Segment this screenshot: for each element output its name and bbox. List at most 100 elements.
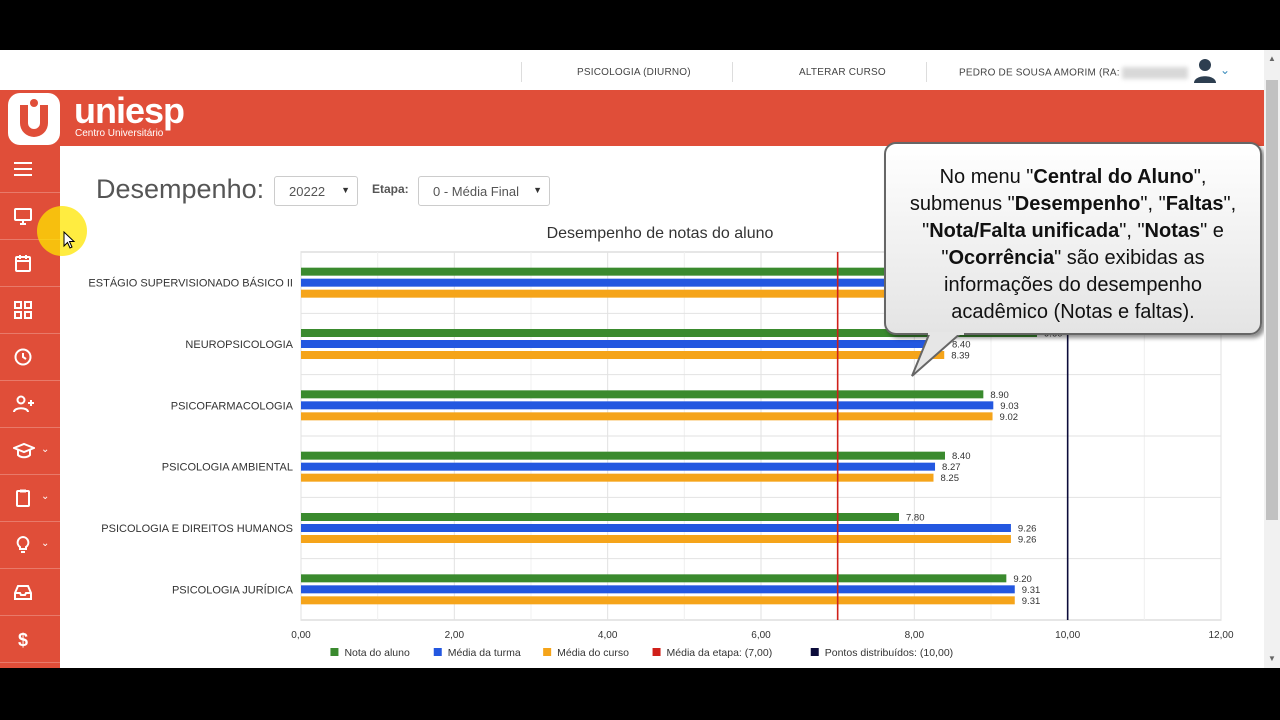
bar-m-dia-do-curso <box>301 351 945 359</box>
stage-select-value: 0 - Média Final <box>433 184 519 199</box>
sidebar-item-calendar[interactable] <box>0 240 60 287</box>
data-label: 8.90 <box>990 390 1009 401</box>
data-label: 8.40 <box>952 340 971 351</box>
page-scrollbar[interactable]: ▲ ▼ <box>1264 50 1280 668</box>
cursor-highlight <box>37 206 87 256</box>
sidebar-item-history[interactable] <box>0 334 60 381</box>
sidebar-item-apps[interactable] <box>0 287 60 334</box>
callout-text: No menu " <box>939 166 1034 188</box>
legend-swatch <box>433 648 442 656</box>
category-label: PSICOLOGIA AMBIENTAL <box>162 462 293 474</box>
bar-nota-do-aluno <box>301 451 945 460</box>
bar-nota-do-aluno <box>301 267 1068 276</box>
user-plus-icon <box>13 395 34 413</box>
data-label: 8.39 <box>951 351 970 362</box>
category-label: PSICOFARMACOLOGIA <box>171 400 294 412</box>
top-bar: PSICOLOGIA (DIURNO) ALTERAR CURSO PEDRO … <box>0 50 1280 91</box>
stage-select[interactable]: 0 - Média Final ▼ <box>418 176 550 206</box>
bar-m-dia-do-curso <box>301 535 1011 543</box>
bar-m-dia-da-turma <box>301 585 1015 594</box>
app-frame: PSICOLOGIA (DIURNO) ALTERAR CURSO PEDRO … <box>0 50 1280 668</box>
sidebar-toggle[interactable] <box>0 146 60 193</box>
data-label: 9.03 <box>1000 401 1019 412</box>
data-label: 7.80 <box>906 513 925 524</box>
callout-text: Ocorrência <box>948 247 1055 269</box>
legend-label: Média da turma <box>448 647 521 659</box>
x-tick-label: 0,00 <box>291 630 311 641</box>
callout-text: " são exibidas as informações do desempe… <box>944 247 1205 323</box>
chart-title: Desempenho de notas do aluno <box>547 225 774 242</box>
menu-icon <box>14 162 32 176</box>
bar-m-dia-da-turma <box>301 340 945 348</box>
tutorial-callout: No menu "Central do Aluno", submenus "De… <box>884 142 1262 335</box>
bar-nota-do-aluno <box>301 329 1037 337</box>
x-tick-label: 12,00 <box>1208 630 1233 641</box>
bar-nota-do-aluno <box>301 513 899 521</box>
sidebar-item-dashboard[interactable] <box>0 193 60 240</box>
callout-text: Faltas <box>1165 193 1224 215</box>
chevron-down-icon[interactable]: ⌄ <box>1220 63 1231 77</box>
chevron-down-icon: ⌄ <box>41 538 50 549</box>
sidebar-item-academic[interactable]: ⌄ <box>0 428 60 475</box>
x-tick-label: 10,00 <box>1055 630 1080 641</box>
sidebar-item-student-center[interactable]: ⌄ <box>0 475 60 522</box>
legend-swatch <box>330 648 339 656</box>
divider <box>732 62 733 82</box>
brand-subtitle: Centro Universitário <box>75 128 164 139</box>
x-tick-label: 2,00 <box>445 630 465 641</box>
sidebar-item-users[interactable] <box>0 381 60 428</box>
data-label: 9.26 <box>1018 524 1037 535</box>
callout-pointer <box>911 332 964 377</box>
bar-nota-do-aluno <box>301 574 1007 583</box>
dollar-icon: $ <box>18 630 28 648</box>
period-select[interactable]: 20222 ▼ <box>274 176 358 206</box>
scroll-down-icon[interactable]: ▼ <box>1268 654 1276 663</box>
callout-text: Central do Aluno <box>1033 166 1194 188</box>
period-select-value: 20222 <box>289 184 326 199</box>
callout-text: Desempenho <box>1014 193 1141 215</box>
data-label: 8.25 <box>941 473 960 484</box>
current-course-link[interactable]: PSICOLOGIA (DIURNO) <box>577 67 691 78</box>
legend-swatch <box>652 648 661 656</box>
x-tick-label: 8,00 <box>905 630 925 641</box>
change-course-link[interactable]: ALTERAR CURSO <box>799 67 886 78</box>
category-label: PSICOLOGIA JURÍDICA <box>172 583 294 596</box>
graduation-cap-icon <box>13 442 35 459</box>
mouse-cursor-icon <box>63 231 76 249</box>
divider <box>521 62 522 82</box>
legend-swatch <box>810 648 819 656</box>
divider <box>926 62 927 82</box>
data-label: 9.02 <box>1000 412 1019 423</box>
clock-icon <box>14 348 32 366</box>
user-avatar-icon[interactable] <box>1192 57 1218 83</box>
logo-icon <box>8 93 60 145</box>
user-name-text: PEDRO DE SOUSA AMORIM (RA: <box>959 67 1120 79</box>
data-label: 9.31 <box>1022 585 1040 596</box>
chevron-down-icon: ⌄ <box>41 491 50 502</box>
clipboard-icon <box>16 489 30 507</box>
sidebar-item-inbox[interactable] <box>0 569 60 616</box>
data-label: 8.40 <box>952 451 971 462</box>
scroll-up-icon[interactable]: ▲ <box>1268 54 1276 63</box>
legend-label: Pontos distribuídos: (10,00) <box>825 647 953 659</box>
callout-text: Nota/Falta unificada <box>929 220 1120 242</box>
scroll-thumb[interactable] <box>1266 80 1278 520</box>
bar-m-dia-da-turma <box>301 524 1011 532</box>
callout-text: " e " <box>941 220 1224 269</box>
sidebar-item-finance[interactable]: $ <box>0 616 60 663</box>
monitor-icon <box>14 208 32 225</box>
legend-label: Média do curso <box>557 647 629 659</box>
brand-name: uniesp <box>74 90 185 131</box>
sidebar-item-ideas[interactable]: ⌄ <box>0 522 60 569</box>
chevron-down-icon: ▼ <box>533 185 542 195</box>
page-title: Desempenho: <box>96 174 265 204</box>
bar-m-dia-da-turma <box>301 278 1068 287</box>
callout-text: ", " <box>1119 220 1145 242</box>
bar-m-dia-da-turma <box>301 401 994 410</box>
brand-header: uniesp Centro Universitário <box>0 90 1264 146</box>
bar-m-dia-do-curso <box>301 473 934 482</box>
x-tick-label: 6,00 <box>751 630 771 641</box>
user-name[interactable]: PEDRO DE SOUSA AMORIM (RA: <box>959 67 1188 79</box>
redacted-ra <box>1121 67 1188 79</box>
data-label: 8.27 <box>942 462 961 473</box>
